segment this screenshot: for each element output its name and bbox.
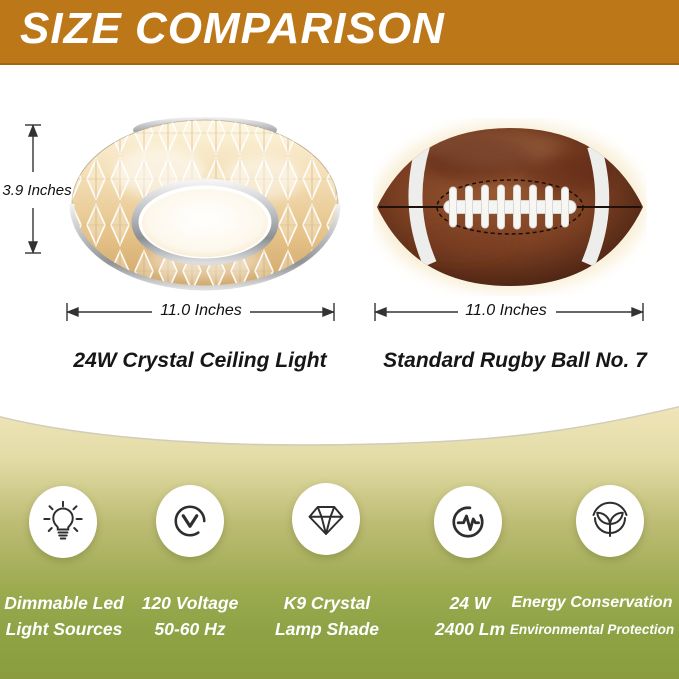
feature-badge-eco [576,485,644,557]
feature-dimmable: Dimmable Led Light Sources [0,590,128,643]
light-bulb-icon [43,500,83,540]
feature-text: 24 W [449,593,491,613]
power-pulse-icon [452,506,484,538]
feature-badge-crystal [292,483,360,555]
feature-text: Lamp Shade [274,619,380,639]
feature-voltage: 120 Voltage 50-60 Hz [126,590,254,643]
feature-badge-power [434,486,502,558]
ball-product-name: Standard Rugby Ball No. 7 [383,349,647,372]
wave-divider [0,396,679,446]
rugby-ball-image [374,122,646,292]
diamond-icon [308,506,344,535]
feature-text: 2400 Lm [434,619,506,639]
dimension-lines [25,124,644,321]
ball-width-label: 11.0 Inches [465,302,547,319]
light-width-label: 11.0 Inches [160,302,242,319]
voltage-icon [174,505,206,537]
header-banner: SIZE COMPARISON [0,0,679,65]
feature-eco: Energy Conservation Environmental Protec… [505,590,679,643]
feature-text: K9 Crystal [283,593,371,613]
feature-badge-dimmable [29,486,97,558]
feature-text: Dimmable Led [4,593,124,613]
light-product-name: 24W Crystal Ceiling Light [73,349,327,372]
feature-power: 24 W 2400 Lm [406,590,534,643]
feature-badge-voltage [156,485,224,557]
feature-text: Energy Conservation [511,594,673,611]
feature-text: 120 Voltage [141,593,239,613]
light-height-label: 3.9 Inches [2,182,72,199]
crystal-ceiling-light-image [69,117,341,291]
page-title: SIZE COMPARISON [20,4,445,53]
feature-crystal: K9 Crystal Lamp Shade [262,590,392,643]
feature-text: Environmental Protection [509,622,675,637]
feature-text: 50-60 Hz [154,619,226,639]
eco-leaf-icon [592,501,628,538]
feature-text: Light Sources [5,619,123,639]
